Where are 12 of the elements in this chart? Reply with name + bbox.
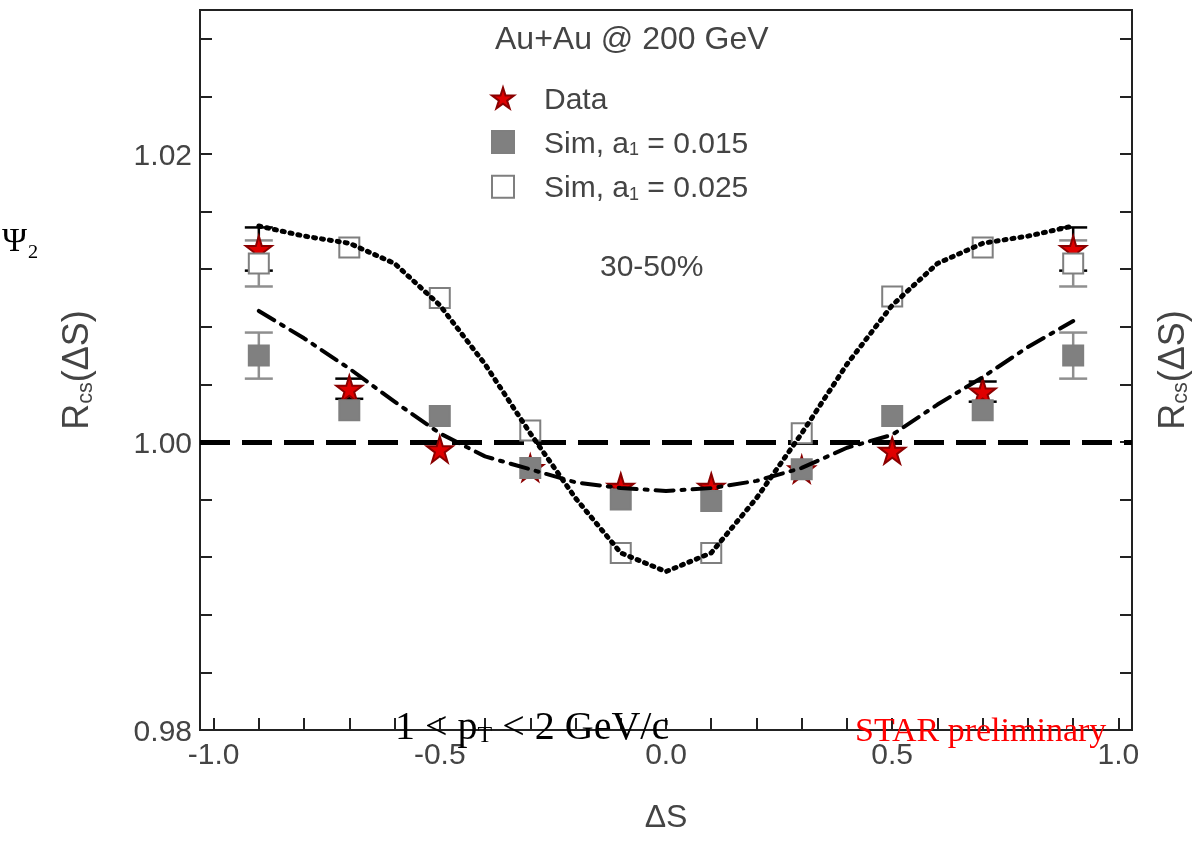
x-axis-title: ΔS <box>644 798 688 834</box>
y2-axis-title: Rcs(ΔS) <box>1150 310 1192 430</box>
y-tick-label: 1.00 <box>133 425 192 459</box>
legend-label: Data <box>519 81 608 115</box>
y-tick-label: 1.02 <box>133 137 192 171</box>
y-tick-label: 0.98 <box>133 713 192 747</box>
y-axis-title: Rcs(ΔS) <box>55 310 97 430</box>
legend-title: Au+Au @ 200 GeV <box>495 20 770 56</box>
annotation: 30-50% <box>600 248 704 282</box>
legend-label: Sim, a1 = 0.025 <box>519 170 749 204</box>
legend-label: Sim, a1 = 0.015 <box>519 125 749 159</box>
text: Ψ₂ <box>2 220 39 258</box>
